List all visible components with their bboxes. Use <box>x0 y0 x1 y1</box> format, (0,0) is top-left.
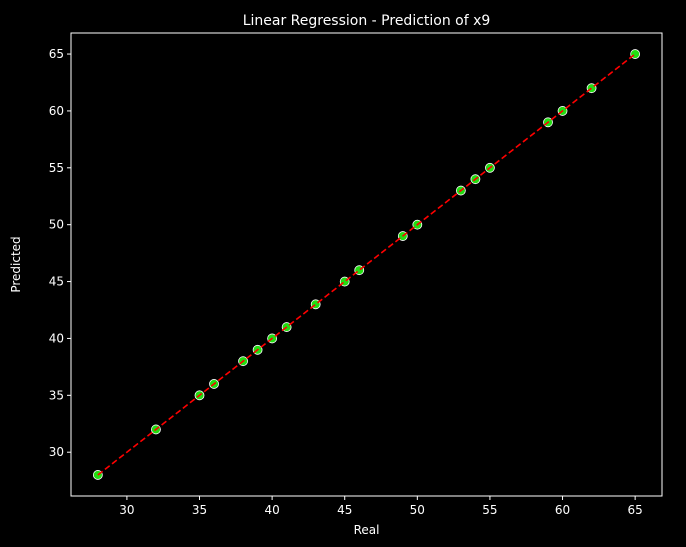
y-tick-label: 50 <box>49 218 64 232</box>
x-axis-label: Real <box>354 523 380 537</box>
regression-line <box>97 53 636 476</box>
x-tick-label: 55 <box>482 503 497 517</box>
x-tick-label: 45 <box>337 503 352 517</box>
y-tick-label: 35 <box>49 388 64 402</box>
chart-title: Linear Regression - Prediction of x9 <box>243 13 491 29</box>
y-axis-label: Predicted <box>9 236 23 292</box>
plot-area <box>92 49 641 480</box>
y-axis: 30 35 40 45 50 55 60 65 <box>49 47 71 459</box>
x-tick-label: 35 <box>192 503 207 517</box>
axes-frame <box>70 32 663 497</box>
y-tick-label: 45 <box>49 275 64 289</box>
y-tick-label: 60 <box>49 104 64 118</box>
x-tick-label: 30 <box>119 503 134 517</box>
x-tick-label: 40 <box>264 503 279 517</box>
x-tick-label: 60 <box>555 503 570 517</box>
y-tick-label: 65 <box>49 47 64 61</box>
x-axis: 30 35 40 45 50 55 60 65 <box>119 496 643 517</box>
x-tick-label: 50 <box>410 503 425 517</box>
y-tick-label: 40 <box>49 331 64 345</box>
y-tick-label: 55 <box>49 161 64 175</box>
x-tick-label: 65 <box>627 503 642 517</box>
y-tick-label: 30 <box>49 445 64 459</box>
